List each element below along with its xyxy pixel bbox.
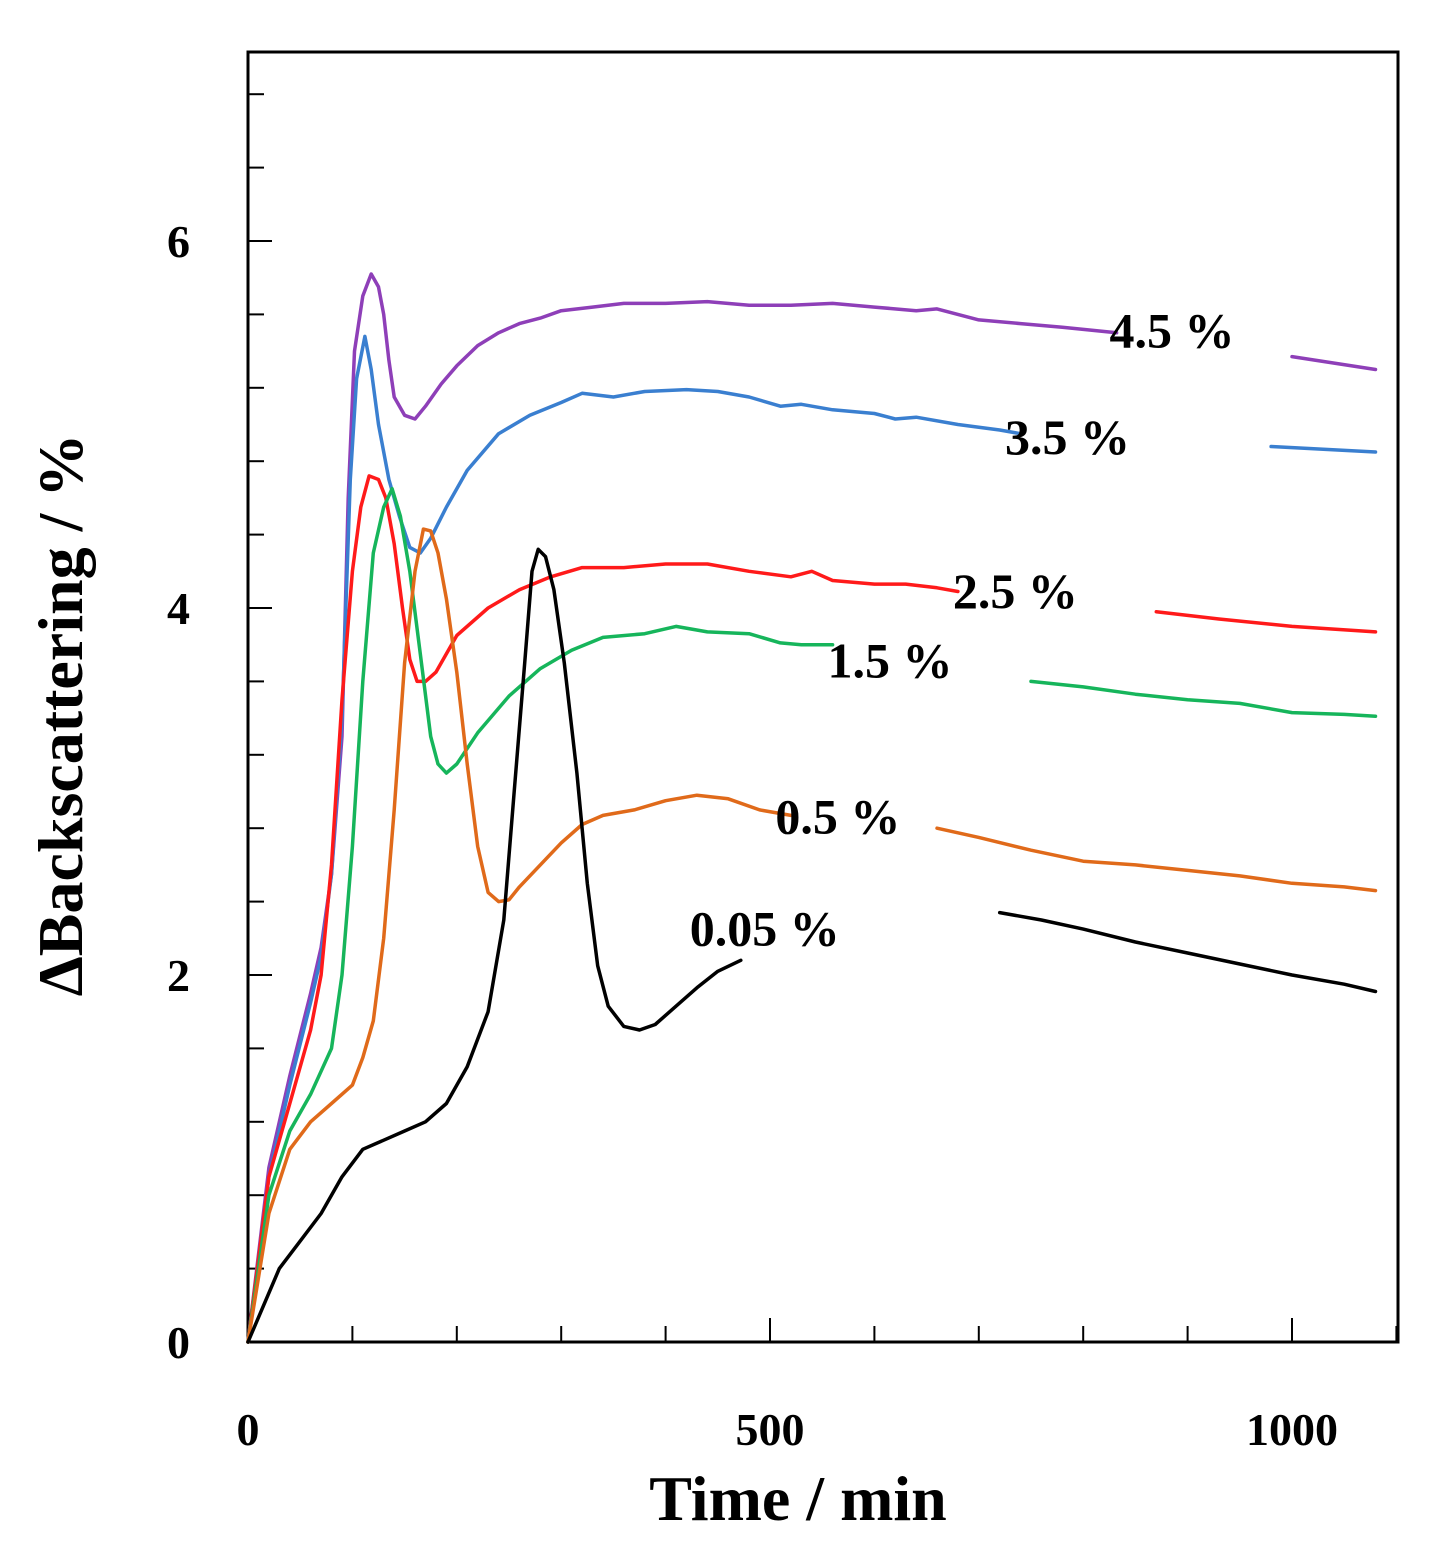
tick-labels: 0 500 1000 0 2 4 6 (167, 216, 1338, 1455)
series-label: 0.5 % (775, 789, 900, 845)
series-label: 3.5 % (1005, 409, 1130, 465)
y-tick-label: 6 (167, 216, 190, 267)
x-tick-label: 500 (736, 1404, 805, 1455)
series-line (246, 334, 1023, 1344)
series-line (997, 910, 1378, 994)
series-line (935, 826, 1378, 893)
series-label: 0.05 % (690, 901, 840, 957)
y-tick-label: 2 (167, 950, 190, 1001)
tick-marks (248, 93, 1398, 1342)
series-label: 2.5 % (953, 563, 1078, 619)
series-line (246, 547, 743, 1344)
series-labels: 4.5 % 3.5 % 2.5 %1.5 % 0.5 % 0.05 % (690, 302, 1235, 956)
series-line (246, 474, 960, 1344)
series-line (1269, 444, 1378, 454)
x-axis-title: Time / min (649, 1463, 947, 1534)
x-tick-label: 1000 (1246, 1404, 1338, 1455)
series-line (1290, 354, 1378, 372)
series-line (1029, 679, 1378, 719)
series-lines (246, 272, 1378, 1344)
series-label: 4.5 % (1109, 302, 1234, 358)
series-line (1154, 609, 1378, 634)
x-tick-label: 0 (237, 1404, 260, 1455)
y-tick-label: 4 (167, 583, 190, 634)
y-tick-label: 0 (167, 1317, 190, 1368)
y-axis-title: ΔBackscattering / % (25, 434, 96, 997)
plot-frame (246, 50, 1400, 1344)
series-line (246, 272, 1119, 1344)
series-label: 1.5 % (828, 633, 953, 689)
series-line (246, 486, 835, 1344)
series-line (246, 527, 793, 1344)
